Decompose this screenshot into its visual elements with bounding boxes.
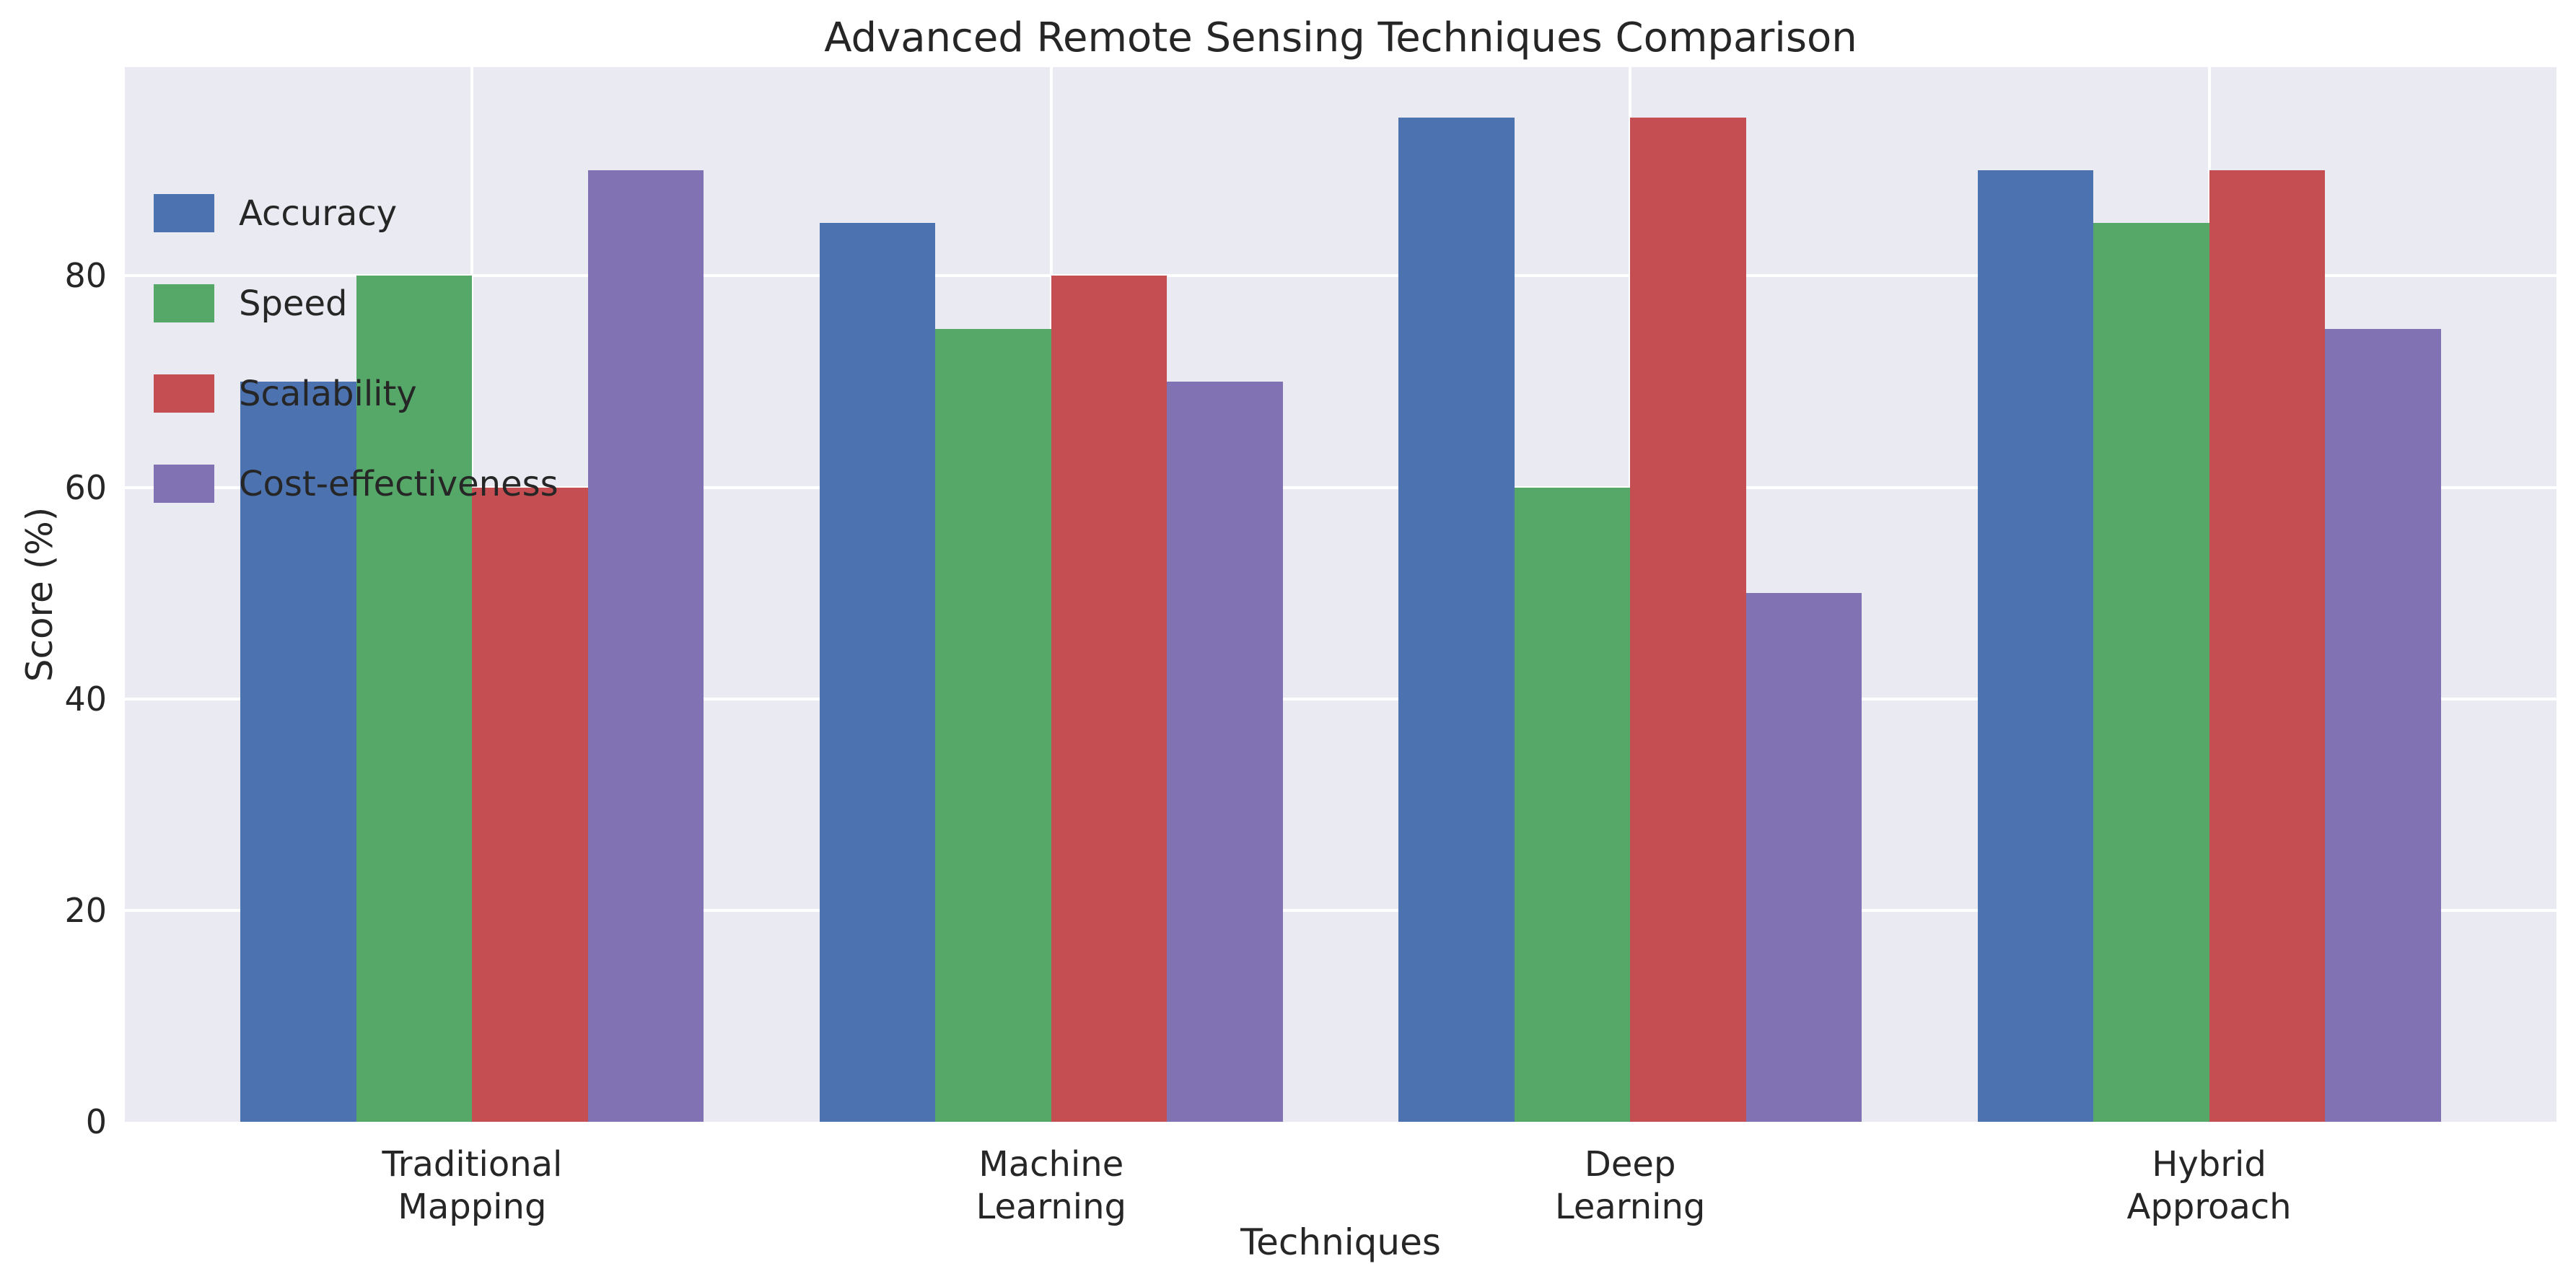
x-tick-label: Hybrid Approach [2126,1144,2292,1227]
x-axis-label: Techniques [1240,1221,1441,1263]
bar-speed-4 [2093,223,2209,1122]
plot-area: Accuracy Speed Scalability Cost-effectivene… [125,67,2557,1122]
x-tick-label: Traditional Mapping [382,1144,563,1227]
y-tick-label: 80 [64,256,107,296]
bar-cost-effectiveness-1 [587,170,704,1122]
legend-label: Accuracy [239,193,398,234]
speed-legend-swatch [154,284,214,322]
cost-effectiveness-legend-swatch [154,465,214,503]
legend-item: Scalability [154,374,558,413]
legend-item: Cost-effectiveness [154,465,558,503]
bar-accuracy-2 [819,223,936,1122]
y-tick-label: 20 [64,890,107,930]
bar-accuracy-3 [1398,117,1515,1122]
bar-scalability-2 [1051,276,1167,1122]
y-axis-label: Score (%) [19,506,61,682]
bar-speed-1 [356,276,473,1122]
bar-cost-effectiveness-2 [1167,382,1283,1122]
bar-cost-effectiveness-4 [2325,328,2441,1122]
legend-item: Accuracy [154,194,558,232]
gridline-horizontal [125,908,2557,912]
legend-label: Scalability [239,373,417,414]
bar-accuracy-4 [1977,170,2094,1122]
legend-item: Speed [154,284,558,322]
gridline-horizontal [125,697,2557,700]
bar-scalability-4 [2209,170,2326,1122]
x-tick-label: Deep Learning [1554,1144,1706,1227]
gridline-horizontal [125,486,2557,489]
y-tick-label: 0 [85,1102,107,1141]
bar-speed-2 [935,328,1051,1122]
legend-label: Cost-effectiveness [239,463,558,504]
accuracy-legend-swatch [154,194,214,232]
bar-scalability-3 [1630,117,1746,1122]
x-tick-label: Machine Learning [976,1144,1126,1227]
y-tick-label: 40 [64,679,107,719]
bar-scalability-1 [472,487,588,1122]
chart-title: Advanced Remote Sensing Techniques Compa… [824,14,1857,61]
bar-accuracy-1 [240,382,356,1122]
scalability-legend-swatch [154,374,214,413]
bar-speed-3 [1514,487,1631,1122]
gridline-horizontal [125,274,2557,278]
legend-label: Speed [239,283,348,324]
y-tick-label: 60 [64,467,107,507]
legend: Accuracy Speed Scalability Cost-effectivene… [154,194,558,555]
bar-cost-effectiveness-3 [1745,593,1862,1122]
